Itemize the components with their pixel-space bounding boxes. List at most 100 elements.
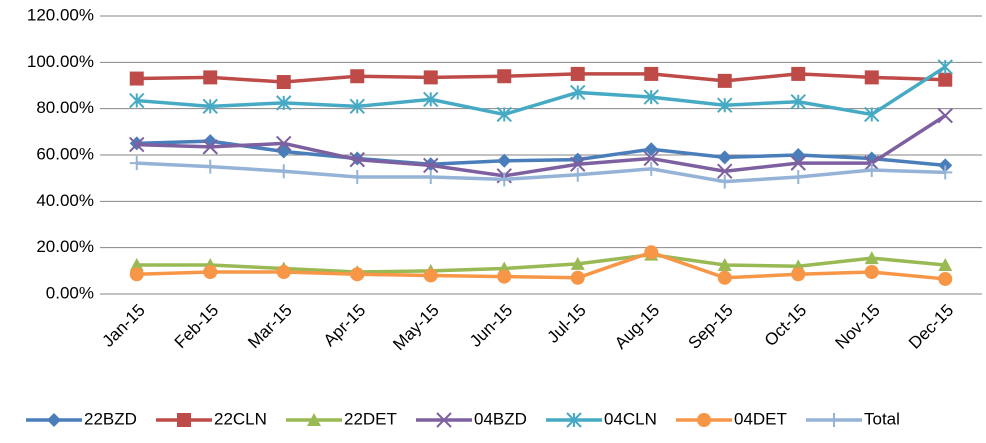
marker <box>350 267 365 282</box>
x-tick-label: Oct-15 <box>761 301 811 351</box>
marker <box>790 94 806 110</box>
y-tick-label: 120.00% <box>27 5 94 24</box>
x-tick-label: Feb-15 <box>171 301 223 353</box>
marker <box>644 161 659 176</box>
marker <box>350 170 365 185</box>
marker <box>938 72 953 87</box>
marker <box>791 267 806 282</box>
y-tick-label: 20.00% <box>36 237 94 256</box>
marker <box>496 106 512 123</box>
marker <box>791 170 806 185</box>
marker <box>423 91 439 108</box>
marker <box>129 92 145 109</box>
series-line <box>136 252 946 274</box>
legend-item: 04DET <box>676 409 787 428</box>
x-tick-label: Apr-15 <box>320 301 370 351</box>
marker <box>350 69 365 84</box>
marker <box>202 139 218 155</box>
x-tick-label: Aug-15 <box>611 301 663 353</box>
marker <box>276 264 291 279</box>
marker <box>643 150 659 167</box>
legend-item: 04BZD <box>416 409 527 428</box>
marker <box>644 66 659 81</box>
marker <box>423 70 438 85</box>
marker <box>938 271 953 286</box>
marker <box>864 106 880 123</box>
x-tick-label: Jan-15 <box>99 301 149 351</box>
marker <box>570 270 585 285</box>
marker <box>717 270 732 285</box>
marker <box>570 256 585 270</box>
marker <box>864 264 879 279</box>
marker <box>423 268 438 283</box>
marker <box>129 267 144 282</box>
marker <box>644 245 659 260</box>
marker <box>129 71 144 86</box>
marker <box>47 413 61 427</box>
x-tick-label: May-15 <box>389 301 443 355</box>
series-line <box>136 65 947 117</box>
y-tick-label: 60.00% <box>36 144 94 163</box>
marker <box>566 412 582 428</box>
marker <box>938 258 953 272</box>
marker <box>938 165 953 180</box>
marker <box>570 167 585 182</box>
marker <box>129 258 144 272</box>
marker <box>349 151 365 168</box>
series-line <box>136 139 946 168</box>
marker <box>276 144 291 159</box>
marker <box>790 155 806 171</box>
marker <box>276 164 291 179</box>
marker <box>570 66 585 81</box>
x-tick-label: Nov-15 <box>832 301 884 353</box>
marker <box>864 251 879 265</box>
y-tick-label: 40.00% <box>36 191 94 210</box>
marker <box>717 150 732 165</box>
x-tick-label: Jul-15 <box>544 301 590 347</box>
marker <box>202 98 218 115</box>
y-tick-label: 80.00% <box>36 98 94 117</box>
marker <box>423 157 439 174</box>
legend-item: 22BZD <box>26 409 137 428</box>
marker <box>349 98 365 115</box>
legend-item: 22CLN <box>156 409 267 428</box>
series-line <box>136 250 946 281</box>
legend-label: Total <box>864 409 900 428</box>
marker <box>276 135 292 152</box>
marker <box>717 97 733 113</box>
x-tick-label: Dec-15 <box>905 301 957 353</box>
marker <box>643 89 659 105</box>
marker <box>864 70 879 85</box>
legend-label: 04CLN <box>604 409 657 428</box>
marker <box>129 156 144 171</box>
marker <box>203 159 218 174</box>
marker <box>937 59 953 75</box>
marker <box>697 413 711 427</box>
marker <box>497 172 512 187</box>
series-line <box>136 114 947 178</box>
y-tick-label: 0.00% <box>46 283 94 302</box>
marker <box>276 95 292 111</box>
marker <box>423 170 438 185</box>
marker <box>177 413 191 427</box>
series-line <box>136 161 946 184</box>
marker <box>717 163 733 179</box>
marker <box>791 66 806 81</box>
marker <box>570 156 586 172</box>
marker <box>937 107 953 124</box>
marker <box>864 163 879 178</box>
legend-item: 22DET <box>286 409 397 428</box>
legend-label: 04DET <box>734 409 787 428</box>
marker <box>203 70 218 85</box>
x-tick-label: Mar-15 <box>244 301 296 353</box>
marker <box>203 264 218 279</box>
legend-item: Total <box>806 409 900 428</box>
marker <box>827 413 841 427</box>
series-line <box>136 72 946 84</box>
legend-label: 22BZD <box>84 409 137 428</box>
legend-label: 22DET <box>344 409 397 428</box>
legend-label: 04BZD <box>474 409 527 428</box>
marker <box>497 269 512 284</box>
marker <box>644 142 659 157</box>
